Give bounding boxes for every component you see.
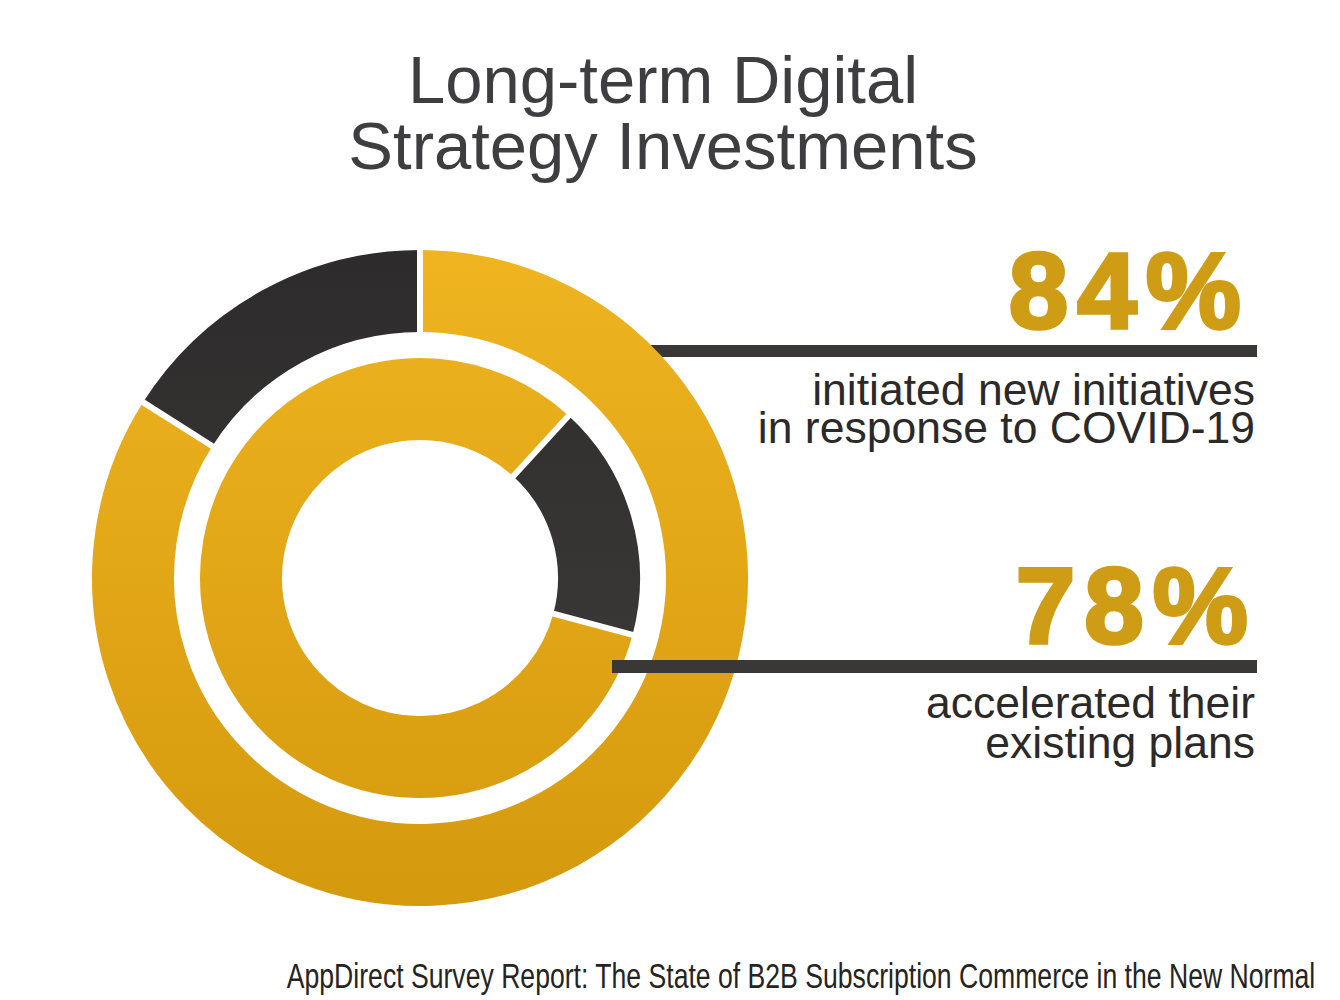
donut-chart (0, 0, 1340, 1000)
stat-desc-84: initiated new initiatives in response to… (758, 371, 1255, 447)
stat-value-78: 78% (1016, 553, 1257, 659)
stat-desc-78-line-2: existing plans (926, 723, 1255, 763)
infographic: Long-term Digital Strategy Investments 8… (0, 0, 1340, 1000)
donut-inner-ring-remainder-arc (541, 446, 599, 624)
stat-desc-84-line-2: in response to COVID-19 (758, 409, 1255, 447)
stat-desc-78-line-1: accelerated their (926, 683, 1255, 723)
stat-value-84: 84% (1009, 238, 1250, 344)
stat-desc-78: accelerated their existing plans (926, 683, 1255, 763)
source-attribution: AppDirect Survey Report: The State of B2… (287, 956, 1315, 996)
